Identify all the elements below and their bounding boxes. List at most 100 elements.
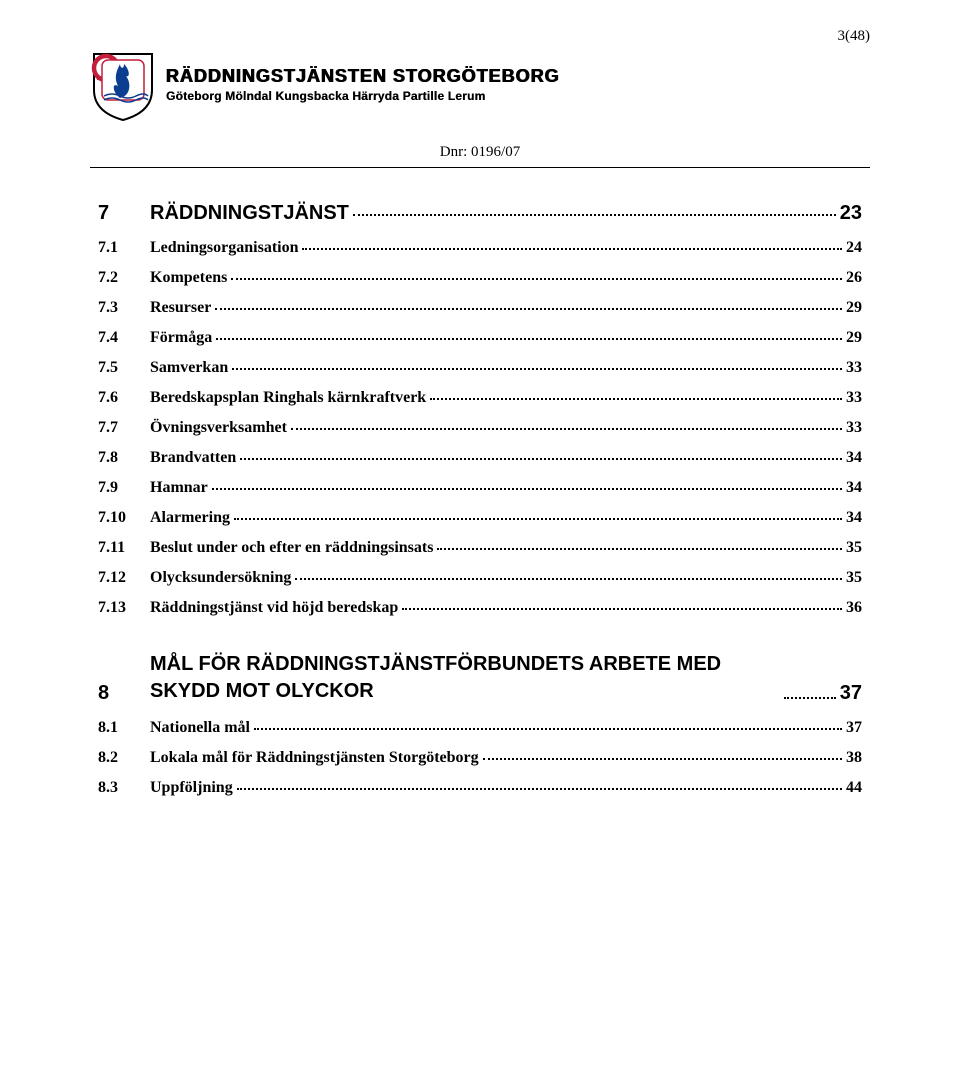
toc-title: Resurser [150,299,211,317]
toc-title: Samverkan [150,359,228,377]
toc-title: Brandvatten [150,449,236,467]
toc-number: 7.1 [98,239,150,257]
toc-title: Kompetens [150,269,227,287]
toc-page: 37 [840,682,862,705]
table-of-contents: 7RÄDDNINGSTJÄNST 23 7.1Ledningsorganisati… [90,202,870,797]
diary-number: Dnr: 0196/07 [90,144,870,161]
toc-leader [216,338,842,340]
toc-page: 34 [846,449,862,467]
toc-number: 7.13 [98,599,150,617]
toc-title: RÄDDNINGSTJÄNST [150,202,349,225]
toc-leader [215,308,842,310]
toc-title: Förmåga [150,329,212,347]
toc-leader [254,728,842,730]
toc-leader [237,788,842,790]
toc-row: 7.7Övningsverksamhet 33 [98,419,862,437]
toc-leader [234,518,842,520]
toc-row: 7.3Resurser 29 [98,299,862,317]
toc-page: 29 [846,299,862,317]
org-subtitle: Göteborg Mölndal Kungsbacka Härryda Part… [166,89,560,103]
toc-row: 7.12Olycksundersökning 35 [98,569,862,587]
toc-row: 7.2Kompetens 26 [98,269,862,287]
toc-row: 7.11Beslut under och efter en räddningsi… [98,539,862,557]
toc-leader [295,578,842,580]
toc-page: 33 [846,359,862,377]
toc-page: 35 [846,539,862,557]
toc-title: Olycksundersökning [150,569,291,587]
toc-row: 8MÅL FÖR RÄDDNINGSTJÄNSTFÖRBUNDETS ARBET… [98,651,862,705]
toc-page: 34 [846,509,862,527]
toc-page: 34 [846,479,862,497]
toc-row: 7.4Förmåga 29 [98,329,862,347]
toc-row: 7.6Beredskapsplan Ringhals kärnkraftverk… [98,389,862,407]
toc-row: 7.13Räddningstjänst vid höjd beredskap 3… [98,599,862,617]
toc-page: 24 [846,239,862,257]
toc-page: 35 [846,569,862,587]
document-page: 3(48) RÄDDNINGSTJÄNSTEN STORGÖTEBORG G [0,0,960,1067]
toc-page: 26 [846,269,862,287]
toc-number: 7.11 [98,539,150,557]
toc-page: 36 [846,599,862,617]
toc-number: 8 [98,682,150,705]
toc-leader [240,458,842,460]
toc-number: 7.5 [98,359,150,377]
toc-leader [212,488,842,490]
org-logo-icon [90,48,156,122]
toc-leader [353,214,836,216]
toc-number: 7.8 [98,449,150,467]
toc-leader [402,608,842,610]
toc-leader [483,758,842,760]
toc-number: 7.6 [98,389,150,407]
toc-number: 7.4 [98,329,150,347]
toc-title: Räddningstjänst vid höjd beredskap [150,599,398,617]
toc-row: 8.2Lokala mål för Räddningstjänsten Stor… [98,749,862,767]
toc-page: 44 [846,779,862,797]
toc-number: 7.12 [98,569,150,587]
toc-row: 7.10Alarmering 34 [98,509,862,527]
toc-number: 7.10 [98,509,150,527]
toc-title: Nationella mål [150,719,250,737]
toc-row: 7.5Samverkan 33 [98,359,862,377]
toc-number: 8.1 [98,719,150,737]
toc-leader [302,248,842,250]
toc-row: 8.1Nationella mål 37 [98,719,862,737]
toc-title: Hamnar [150,479,208,497]
toc-number: 7.9 [98,479,150,497]
toc-row: 7.1Ledningsorganisation 24 [98,239,862,257]
toc-title: Lokala mål för Räddningstjänsten Storgöt… [150,749,479,767]
toc-title: MÅL FÖR RÄDDNINGSTJÄNSTFÖRBUNDETS ARBETE… [150,651,780,705]
toc-leader [784,697,836,699]
toc-title: Alarmering [150,509,230,527]
toc-leader [231,278,842,280]
toc-page: 38 [846,749,862,767]
org-text-block: RÄDDNINGSTJÄNSTEN STORGÖTEBORG Göteborg … [166,48,560,103]
toc-page: 37 [846,719,862,737]
toc-number: 7 [98,202,150,225]
toc-number: 7.3 [98,299,150,317]
toc-leader [437,548,842,550]
toc-row: 7RÄDDNINGSTJÄNST 23 [98,202,862,225]
toc-page: 29 [846,329,862,347]
toc-leader [291,428,842,430]
toc-row: 7.9Hamnar 34 [98,479,862,497]
toc-title: Ledningsorganisation [150,239,298,257]
org-title: RÄDDNINGSTJÄNSTEN STORGÖTEBORG [166,66,560,87]
toc-page: 33 [846,419,862,437]
toc-title: Övningsverksamhet [150,419,287,437]
toc-page: 23 [840,202,862,225]
toc-row: 7.8Brandvatten 34 [98,449,862,467]
toc-title: Beredskapsplan Ringhals kärnkraftverk [150,389,426,407]
toc-number: 8.2 [98,749,150,767]
toc-title: Beslut under och efter en räddningsinsat… [150,539,433,557]
toc-row: 8.3Uppföljning 44 [98,779,862,797]
toc-leader [430,398,842,400]
toc-number: 7.7 [98,419,150,437]
toc-leader [232,368,842,370]
page-number: 3(48) [838,28,871,45]
toc-page: 33 [846,389,862,407]
header-divider [90,167,870,168]
letterhead: RÄDDNINGSTJÄNSTEN STORGÖTEBORG Göteborg … [90,48,870,122]
toc-number: 7.2 [98,269,150,287]
toc-number: 8.3 [98,779,150,797]
toc-title: Uppföljning [150,779,233,797]
